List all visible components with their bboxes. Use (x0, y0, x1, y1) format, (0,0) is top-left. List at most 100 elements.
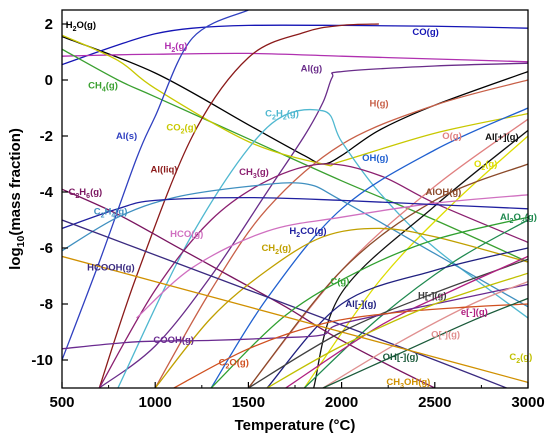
series-label-part: OH(g) (362, 153, 388, 164)
series-label-part: OH[-](g) (383, 352, 419, 363)
series-label-part: H (104, 206, 111, 217)
series-label-part: 2 (510, 218, 514, 225)
series-label-part: O (513, 212, 520, 223)
series-label-part: 3 (521, 218, 525, 225)
series-label-part: C (69, 187, 76, 198)
series-label-part: (g) (90, 187, 102, 198)
series-label-part: O (474, 159, 481, 170)
series-line-e-g (285, 255, 528, 388)
series-label-part: (g) (287, 108, 299, 119)
series-label-c2h2-g: C2H2(g) (265, 108, 299, 121)
y-axis-title-subscript: 10 (15, 236, 27, 248)
series-label-part: CO(g) (300, 226, 326, 237)
series-layer (62, 10, 528, 388)
series-label-part: H (276, 108, 283, 119)
series-label-part: Al[-](g) (345, 299, 376, 310)
y-axis-title: log10(mass fraction) (7, 128, 27, 270)
series-label-part: 2 (296, 232, 300, 239)
series-label-part: 2 (272, 114, 276, 121)
series-label-part: 2 (181, 128, 185, 135)
tick-layer: 500 1000 1500 2000 2500 3000 2 0 -2 -4 -6 -8 -10 (31, 16, 544, 411)
series-label-part: CH (88, 80, 102, 91)
x-tick-label: 500 (49, 394, 74, 411)
series-label-o-g: O[-](g) (431, 330, 460, 341)
series-label-c2o-g: C2O(g) (219, 358, 249, 371)
series-line-co-g (62, 24, 528, 66)
series-label-part: O[-](g) (431, 330, 460, 341)
y-tick-label: -6 (40, 240, 53, 257)
series-line-hcooh-g (62, 219, 509, 388)
series-label-part: 2 (283, 114, 287, 121)
series-label-al2o3-g: Al2O3(g) (500, 212, 537, 225)
series-line-h-g (154, 79, 528, 388)
series-label-al-g: Al(g) (301, 64, 323, 75)
y-tick-label: 0 (45, 72, 53, 89)
series-label-part: 2 (73, 26, 77, 33)
y-axis-title-rest: (mass fraction) (7, 128, 24, 236)
series-label-part: (g) (520, 352, 532, 363)
series-line-c2h6-g (62, 188, 437, 388)
series-line-h-g (248, 258, 528, 388)
series-label-layer: H2O(g)CO(g)H2(g)Al(g)CH4(g)CO2(g)H(g)C2H… (66, 20, 537, 390)
series-label-h-g: H(g) (370, 99, 389, 110)
series-line-oh-g (210, 107, 528, 388)
x-tick-label: 3000 (511, 394, 544, 411)
series-label-part: (g) (257, 167, 269, 178)
series-label-c2h6-g: C2H6(g) (69, 187, 103, 200)
series-line-ch4-g (62, 48, 528, 263)
series-line-c2o-g (173, 303, 528, 388)
series-label-part: (g) (175, 41, 187, 52)
series-label-co-g: CO(g) (412, 27, 438, 38)
series-line-h2-g (62, 52, 528, 63)
series-label-part: Al(s) (116, 131, 137, 142)
series-label-part: 2 (75, 193, 79, 200)
series-label-c2-g: C2(g) (509, 352, 532, 365)
series-label-o-g: O(g) (442, 131, 462, 142)
series-label-hcooh-g: HCOOH(g) (87, 262, 135, 273)
series-label-part: C(g) (330, 276, 349, 287)
series-label-h2-g: H2(g) (165, 41, 188, 54)
series-line-al-g (98, 62, 528, 388)
series-label-part: (g) (115, 206, 127, 217)
series-label-h2co-g: H2CO(g) (289, 226, 326, 239)
series-label-part: 4 (111, 212, 115, 219)
y-tick-label: -10 (31, 352, 53, 369)
series-label-part: CH (239, 167, 253, 178)
series-line-h2o-g (62, 35, 528, 165)
series-label-part: CO (166, 122, 180, 133)
series-label-c-g: C(g) (330, 276, 349, 287)
series-label-part: H (79, 187, 86, 198)
series-label-part: OH(g) (404, 377, 430, 388)
series-label-part: Al[+](g) (485, 132, 519, 143)
series-label-part: Al(g) (301, 64, 323, 75)
series-label-part: Al(liq) (151, 164, 178, 175)
series-label-part: H (289, 226, 296, 237)
series-label-part: CO(g) (412, 27, 438, 38)
series-label-h-g: H[-](g) (418, 290, 446, 301)
series-label-part: 2 (481, 165, 485, 172)
series-line-c-g (210, 216, 528, 388)
series-label-part: C (94, 206, 101, 217)
series-label-part: H (165, 41, 172, 52)
series-label-part: CH (261, 243, 275, 254)
y-tick-label: -2 (40, 128, 53, 145)
series-label-ch4-g: CH4(g) (88, 80, 118, 93)
series-label-aloh-g: AlOH(g) (425, 187, 461, 198)
series-label-part: H (66, 20, 73, 31)
series-label-part: O(g) (77, 20, 97, 31)
series-label-e-g: e[-](g) (461, 307, 488, 318)
y-axis-title-main: log (7, 247, 24, 270)
series-label-h2o-g: H2O(g) (66, 20, 96, 33)
series-label-cooh-g: COOH(g) (153, 335, 194, 346)
series-label-part: (g) (279, 243, 291, 254)
series-label-part: 6 (86, 193, 90, 200)
series-line-c2h4-g (62, 182, 528, 308)
series-label-oh-g: OH[-](g) (383, 352, 419, 363)
y-tick-label: -8 (40, 296, 53, 313)
series-label-part: HCOOH(g) (87, 262, 135, 273)
series-label-part: 2 (225, 364, 229, 371)
series-label-part: (g) (485, 159, 497, 170)
series-label-ch2-g: CH2(g) (261, 243, 291, 256)
series-label-part: Al (500, 212, 510, 223)
